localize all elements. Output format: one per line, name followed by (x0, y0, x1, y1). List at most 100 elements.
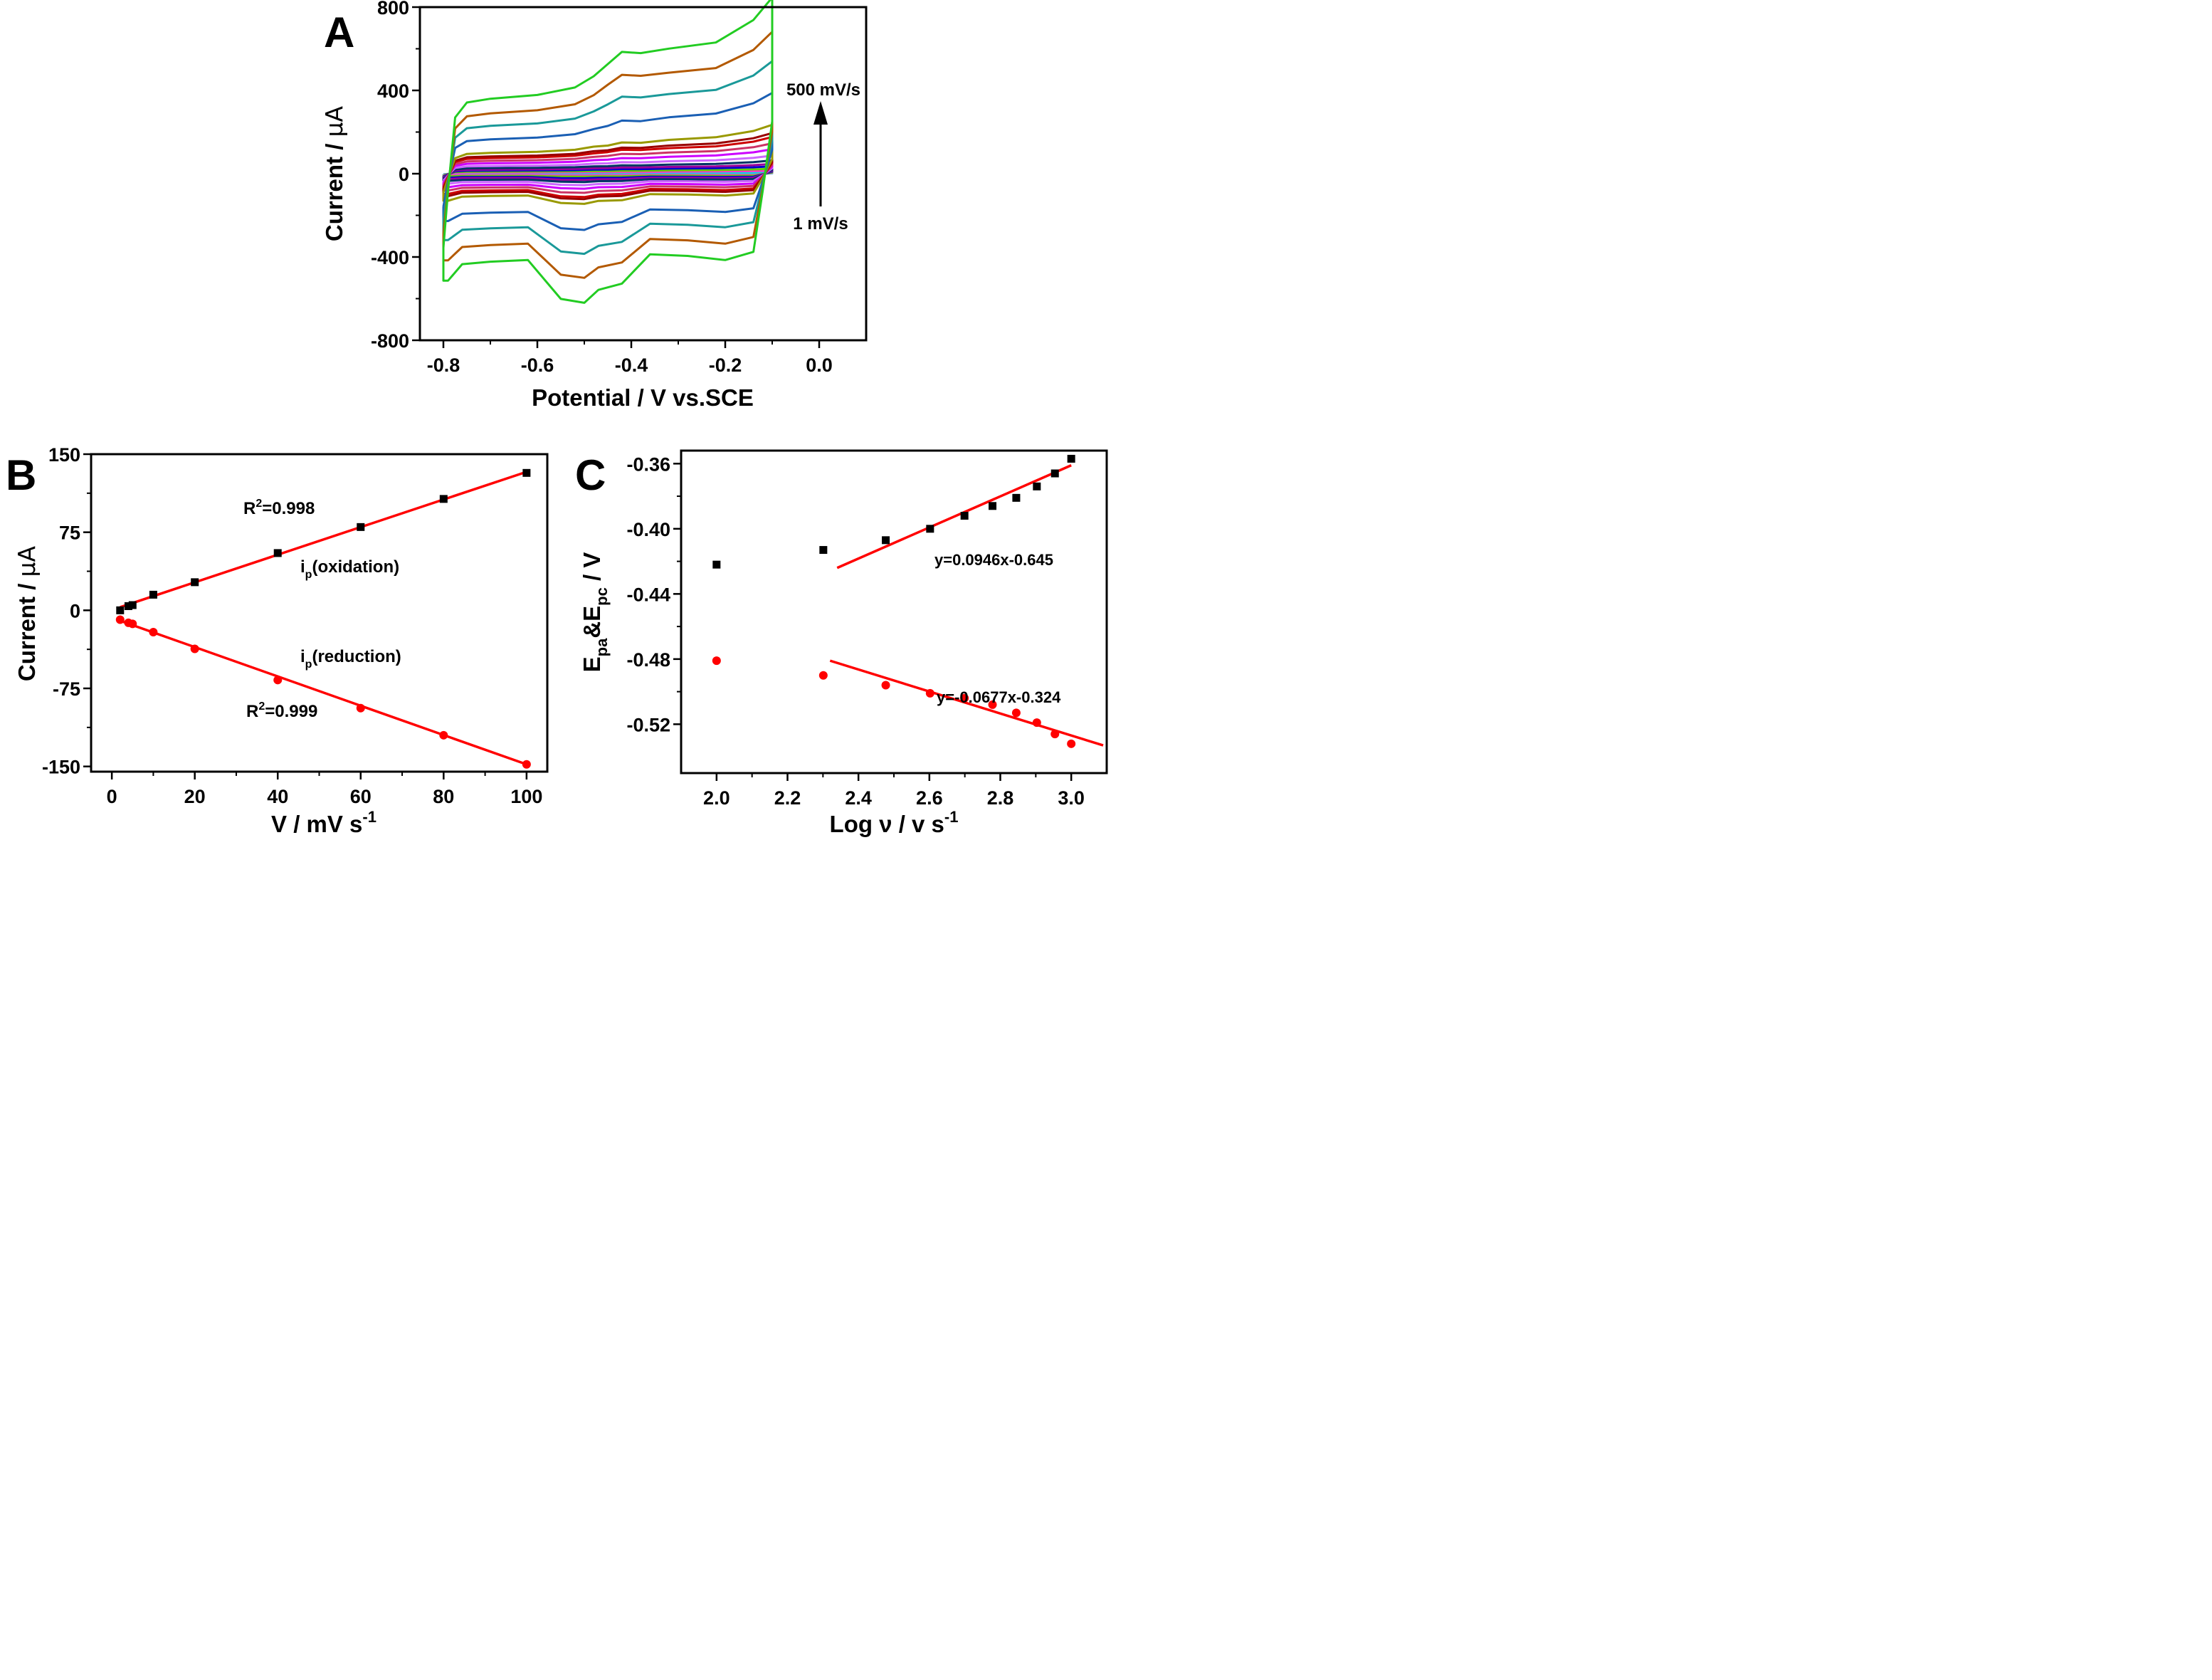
c-ylabel-e2: &E (579, 606, 605, 639)
c-ylabel-sub1: pa (593, 638, 611, 656)
panel-b-point-square (273, 549, 282, 557)
panel-b-y-label-main: Current / (14, 577, 40, 681)
panel-c-x-label-main: Log ν / v s (830, 811, 944, 837)
panel-a-x-tick-label: -0.2 (709, 355, 742, 376)
annotation-1-mvs: 1 mV/s (793, 214, 848, 233)
panel-b-point-square (124, 602, 132, 610)
panel-c-y-tick-label: -0.44 (626, 584, 670, 605)
panel-b-fit-lines (120, 471, 527, 766)
panel-b-x-label-main: V / mV s (271, 811, 362, 837)
panel-b-point-circle (128, 619, 137, 629)
panel-b-frame (90, 453, 549, 773)
panel-b-point-circle (190, 644, 199, 653)
panel-c-x-ticks: 2.0 2.2 2.4 2.6 2.8 3.0 (703, 773, 1085, 809)
panel-b-point-square (149, 590, 157, 599)
cv-curve (442, 0, 774, 304)
r2-ox-rest: =0.998 (262, 499, 315, 518)
cv-curve (442, 123, 774, 205)
panel-c-point-square (712, 560, 721, 569)
ox-main: i (300, 557, 305, 577)
panel-c-fit-line (836, 463, 1072, 569)
panel-c-y-ticks: -0.52 -0.48 -0.44 -0.40 -0.36 (626, 453, 681, 735)
c-ylabel-unit: / V (579, 552, 605, 588)
r2-red-sup: 2 (258, 700, 265, 713)
cv-curve (442, 92, 774, 231)
panel-b-point-square (357, 523, 365, 531)
panel-c-point-circle (1011, 708, 1021, 718)
panel-c-point-circle (818, 671, 828, 680)
panel-a-x-ticks: -0.8 -0.6 -0.4 -0.2 0.0 (427, 340, 833, 376)
panel-b-y-tick-label: 75 (59, 523, 80, 544)
panel-b-x-tick-label: 100 (510, 786, 542, 807)
panel-a-x-tick-label: 0.0 (806, 355, 833, 376)
panel-b-data-points (115, 468, 531, 769)
ox-sub: p (305, 569, 312, 581)
panel-c-x-tick-label: 2.8 (987, 787, 1014, 809)
panel-c-point-circle (881, 681, 890, 690)
panel-a: A -0.8 -0.6 -0.4 -0.2 0.0 -800 -400 0 400 800 Po… (320, 0, 868, 411)
panel-c-point-square (1050, 469, 1059, 478)
c-ylabel-sub2: pc (593, 587, 611, 606)
panel-b-point-square (116, 606, 125, 614)
panel-c-y-axis-label: Epa&Epc / V (579, 552, 611, 673)
panel-c-point-square (819, 546, 828, 555)
panel-c-point-square (1012, 493, 1021, 502)
panel-c-x-axis-label: Log ν / v s-1 (830, 808, 959, 837)
panel-c-point-circle (925, 688, 934, 698)
panel-b-point-circle (439, 730, 448, 740)
annotation-ip-oxidation: ip(oxidation) (300, 557, 399, 581)
scan-rate-arrow-head (813, 101, 828, 125)
c-ylabel-e1: E (579, 656, 605, 672)
panel-b-x-axis-label: V / mV s-1 (271, 808, 376, 837)
panel-a-cv-curves (442, 0, 774, 304)
panel-b-y-label-unit: μA (13, 545, 41, 577)
panel-a-x-tick-label: -0.8 (427, 355, 460, 376)
panel-a-label: A (324, 9, 354, 56)
annotation-r2-oxidation: R2=0.998 (243, 498, 315, 518)
panel-a-y-axis-label: Current / μA (320, 105, 348, 241)
panel-a-y-tick-label: 0 (399, 164, 409, 185)
panel-a-x-tick-label: -0.6 (521, 355, 554, 376)
panel-b-x-tick-label: 40 (267, 786, 288, 807)
panel-c-point-circle (988, 700, 997, 709)
cv-curve (442, 31, 774, 279)
panel-c-y-tick-label: -0.36 (626, 453, 670, 475)
cv-curve (442, 154, 774, 187)
panel-b-x-tick-label: 80 (433, 786, 454, 807)
panel-b-point-square (191, 578, 199, 587)
red-main: i (300, 647, 305, 666)
panel-c-x-tick-label: 2.4 (845, 787, 872, 809)
panel-b-point-square (439, 495, 448, 503)
panel-b-x-tick-label: 0 (107, 786, 117, 807)
panel-a-y-tick-label: -400 (371, 247, 409, 268)
panel-c-point-circle (1032, 718, 1041, 728)
panel-c-point-circle (960, 693, 969, 703)
r2-red-rest: =0.999 (265, 702, 317, 721)
panel-b-point-circle (115, 615, 125, 624)
ox-rest: (oxidation) (312, 557, 399, 577)
panel-b-point-circle (522, 760, 531, 769)
panel-c-point-square (960, 512, 969, 520)
panel-b-point-square (128, 601, 137, 609)
panel-a-y-label-main: Current / (321, 137, 347, 241)
red-sub: p (305, 658, 312, 671)
panel-c-y-tick-label: -0.48 (626, 649, 670, 671)
panel-a-y-tick-label: -800 (371, 330, 409, 352)
panel-c-x-tick-label: 2.0 (703, 787, 730, 809)
panel-b-y-tick-label: -75 (53, 678, 80, 700)
cv-curve (442, 132, 774, 201)
panel-b-y-tick-label: -150 (42, 757, 80, 778)
annotation-ip-reduction: ip(reduction) (300, 647, 401, 671)
panel-b-y-tick-label: 0 (70, 600, 80, 621)
panel-a-y-tick-label: 800 (377, 0, 409, 19)
panel-c-x-tick-label: 3.0 (1058, 787, 1085, 809)
r2-red-main: R (246, 702, 258, 721)
cv-curve (442, 159, 774, 184)
panel-b-point-circle (273, 676, 283, 685)
panel-b-y-tick-label: 150 (48, 444, 80, 466)
panel-c-point-circle (1050, 730, 1060, 739)
red-rest: (reduction) (312, 647, 401, 666)
panel-b-fit-line (120, 471, 527, 609)
panel-a-x-axis-label: Potential / V vs.SCE (532, 384, 754, 411)
panel-c-x-tick-label: 2.2 (774, 787, 801, 809)
